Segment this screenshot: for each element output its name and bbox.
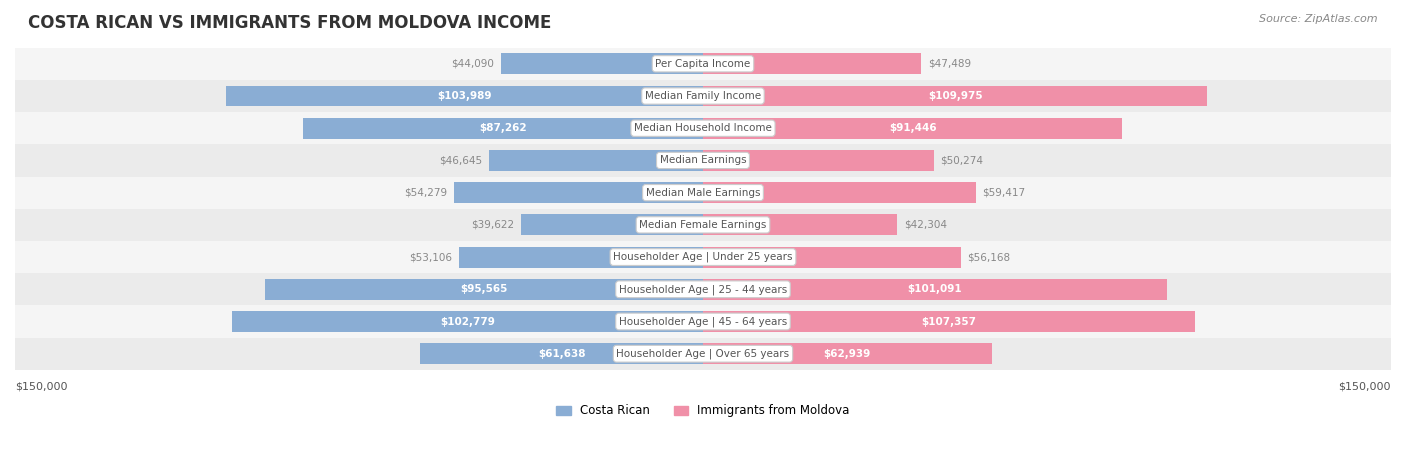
Text: Median Household Income: Median Household Income	[634, 123, 772, 133]
Text: $101,091: $101,091	[907, 284, 962, 294]
Bar	[15, 48, 1391, 80]
Text: COSTA RICAN VS IMMIGRANTS FROM MOLDOVA INCOME: COSTA RICAN VS IMMIGRANTS FROM MOLDOVA I…	[28, 14, 551, 32]
Bar	[703, 53, 921, 74]
Text: $87,262: $87,262	[479, 123, 527, 133]
Bar	[420, 343, 703, 364]
Text: $109,975: $109,975	[928, 91, 983, 101]
Text: $44,090: $44,090	[451, 59, 494, 69]
Bar	[454, 182, 703, 203]
Bar	[302, 118, 703, 139]
Bar	[232, 311, 703, 332]
Bar	[15, 177, 1391, 209]
Bar	[460, 247, 703, 268]
Bar	[15, 80, 1391, 112]
Bar	[703, 343, 991, 364]
Text: $150,000: $150,000	[1339, 381, 1391, 391]
Text: $91,446: $91,446	[889, 123, 936, 133]
Bar	[15, 209, 1391, 241]
Bar	[15, 305, 1391, 338]
Text: Median Family Income: Median Family Income	[645, 91, 761, 101]
Text: Median Male Earnings: Median Male Earnings	[645, 188, 761, 198]
Bar	[15, 112, 1391, 144]
Text: $95,565: $95,565	[460, 284, 508, 294]
Bar	[501, 53, 703, 74]
Bar	[15, 338, 1391, 370]
Bar	[15, 144, 1391, 177]
Text: $50,274: $50,274	[941, 156, 983, 165]
Text: $54,279: $54,279	[404, 188, 447, 198]
Text: Median Earnings: Median Earnings	[659, 156, 747, 165]
Bar	[522, 214, 703, 235]
Text: $46,645: $46,645	[439, 156, 482, 165]
Text: $53,106: $53,106	[409, 252, 453, 262]
Bar	[264, 279, 703, 300]
Bar	[15, 273, 1391, 305]
Text: $47,489: $47,489	[928, 59, 970, 69]
Legend: Costa Rican, Immigrants from Moldova: Costa Rican, Immigrants from Moldova	[551, 399, 855, 422]
Bar	[703, 150, 934, 171]
Text: $59,417: $59,417	[983, 188, 1025, 198]
Text: Householder Age | Under 25 years: Householder Age | Under 25 years	[613, 252, 793, 262]
Text: $39,622: $39,622	[471, 220, 515, 230]
Bar	[703, 182, 976, 203]
Bar	[703, 214, 897, 235]
Text: $103,989: $103,989	[437, 91, 492, 101]
Text: Householder Age | 45 - 64 years: Householder Age | 45 - 64 years	[619, 316, 787, 327]
Bar	[703, 247, 960, 268]
Bar	[489, 150, 703, 171]
Bar	[703, 85, 1208, 106]
Text: Median Female Earnings: Median Female Earnings	[640, 220, 766, 230]
Text: Source: ZipAtlas.com: Source: ZipAtlas.com	[1260, 14, 1378, 24]
Bar	[703, 311, 1195, 332]
Text: $102,779: $102,779	[440, 317, 495, 326]
Text: $61,638: $61,638	[538, 349, 585, 359]
Bar	[226, 85, 703, 106]
Text: $42,304: $42,304	[904, 220, 946, 230]
Text: $107,357: $107,357	[922, 317, 977, 326]
Text: $56,168: $56,168	[967, 252, 1011, 262]
Bar	[703, 118, 1122, 139]
Text: Per Capita Income: Per Capita Income	[655, 59, 751, 69]
Text: $150,000: $150,000	[15, 381, 67, 391]
Bar	[703, 279, 1167, 300]
Text: Householder Age | Over 65 years: Householder Age | Over 65 years	[616, 348, 790, 359]
Bar	[15, 241, 1391, 273]
Text: Householder Age | 25 - 44 years: Householder Age | 25 - 44 years	[619, 284, 787, 295]
Text: $62,939: $62,939	[824, 349, 870, 359]
